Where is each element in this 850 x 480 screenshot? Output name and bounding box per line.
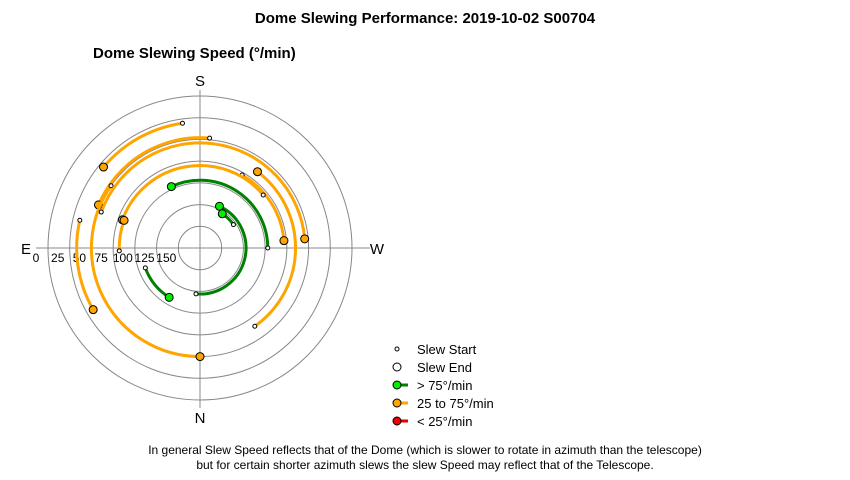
legend-label: 25 to 75°/min: [417, 395, 494, 411]
slew-arc: [102, 121, 183, 169]
slew-arc: [75, 219, 95, 311]
slew-start-point: [252, 323, 258, 329]
slew-start-point: [179, 120, 185, 126]
chart-title: Dome Slewing Performance: 2019-10-02 S00…: [254, 10, 596, 27]
legend-label: Slew Start: [417, 341, 477, 357]
legend-label: Slew End: [417, 359, 472, 375]
direction-label-left: E: [21, 241, 31, 258]
slew-arc: [143, 267, 170, 299]
direction-labels: S N E W: [21, 73, 385, 427]
slew-end-point: [99, 162, 109, 172]
slew-end-point: [195, 352, 205, 362]
slew-end-point: [252, 167, 262, 177]
polar-chart-subtitle: Dome Slewing Speed (°/min): [93, 45, 296, 62]
slew-start-marker-icon: [394, 346, 400, 352]
slew-start-point: [108, 183, 114, 189]
slew-arc: [253, 170, 298, 328]
legend-fast: > 75°/min: [388, 376, 494, 394]
slew-end-point: [166, 182, 176, 192]
radial-tick-label: 125: [135, 251, 155, 265]
slew-start-point: [193, 291, 199, 297]
radial-tick-label: 0: [33, 251, 40, 265]
radial-tick-label: 50: [73, 251, 87, 265]
slew-end-point: [88, 305, 98, 315]
slew-end-marker-icon: [392, 362, 402, 372]
slew-start-point: [116, 248, 122, 254]
legend-label: > 75°/min: [417, 377, 473, 393]
slew-arcs: [75, 120, 310, 362]
slew-arc: [89, 184, 201, 359]
slew-arc: [170, 178, 270, 249]
footnote-line-1: In general Slew Speed reflects that of t…: [148, 443, 702, 457]
slew-start-point: [98, 209, 104, 215]
slow-line-marker-icon: [392, 416, 408, 426]
slew-arc: [97, 136, 210, 206]
direction-label-bottom: N: [195, 410, 206, 427]
slew-arc: [117, 219, 126, 251]
direction-label-right: W: [370, 241, 385, 258]
slew-end-point: [279, 236, 289, 246]
radial-tick-label: 100: [113, 251, 133, 265]
legend-label: < 25°/min: [417, 413, 473, 429]
footnote-line-2: but for certain shorter azimuth slews th…: [196, 458, 654, 472]
slew-start-point: [265, 245, 271, 251]
legend-slow: < 25°/min: [388, 412, 494, 430]
legend-slew-end: Slew End: [388, 358, 494, 376]
slew-arc: [241, 173, 286, 241]
slew-arc: [121, 164, 265, 221]
slew-start-point: [230, 222, 236, 228]
slew-end-point: [300, 234, 310, 244]
footnote: In general Slew Speed reflects that of t…: [0, 443, 850, 473]
radial-tick-labels: 0 25 50 75 100 125 150: [33, 251, 177, 265]
radial-tick-label: 75: [94, 251, 108, 265]
slew-arc: [195, 204, 248, 296]
fast-line-marker-icon: [392, 380, 408, 390]
slew-end-point: [214, 201, 224, 211]
legend: Slew Start Slew End > 75°/min 25 to 75°/…: [388, 340, 494, 430]
legend-medium: 25 to 75°/min: [388, 394, 494, 412]
medium-line-marker-icon: [392, 398, 408, 408]
slew-start-point: [207, 135, 213, 141]
slew-end-point: [164, 292, 174, 302]
slew-end-point: [217, 209, 227, 219]
slew-arc: [99, 141, 307, 239]
slew-end-point: [119, 215, 129, 225]
direction-label-top: S: [195, 73, 205, 90]
radial-tick-label: 150: [156, 251, 176, 265]
radial-tick-label: 25: [51, 251, 65, 265]
legend-slew-start: Slew Start: [388, 340, 494, 358]
slew-start-point: [260, 192, 266, 198]
slew-start-point: [77, 217, 83, 223]
slew-start-point: [142, 265, 148, 271]
